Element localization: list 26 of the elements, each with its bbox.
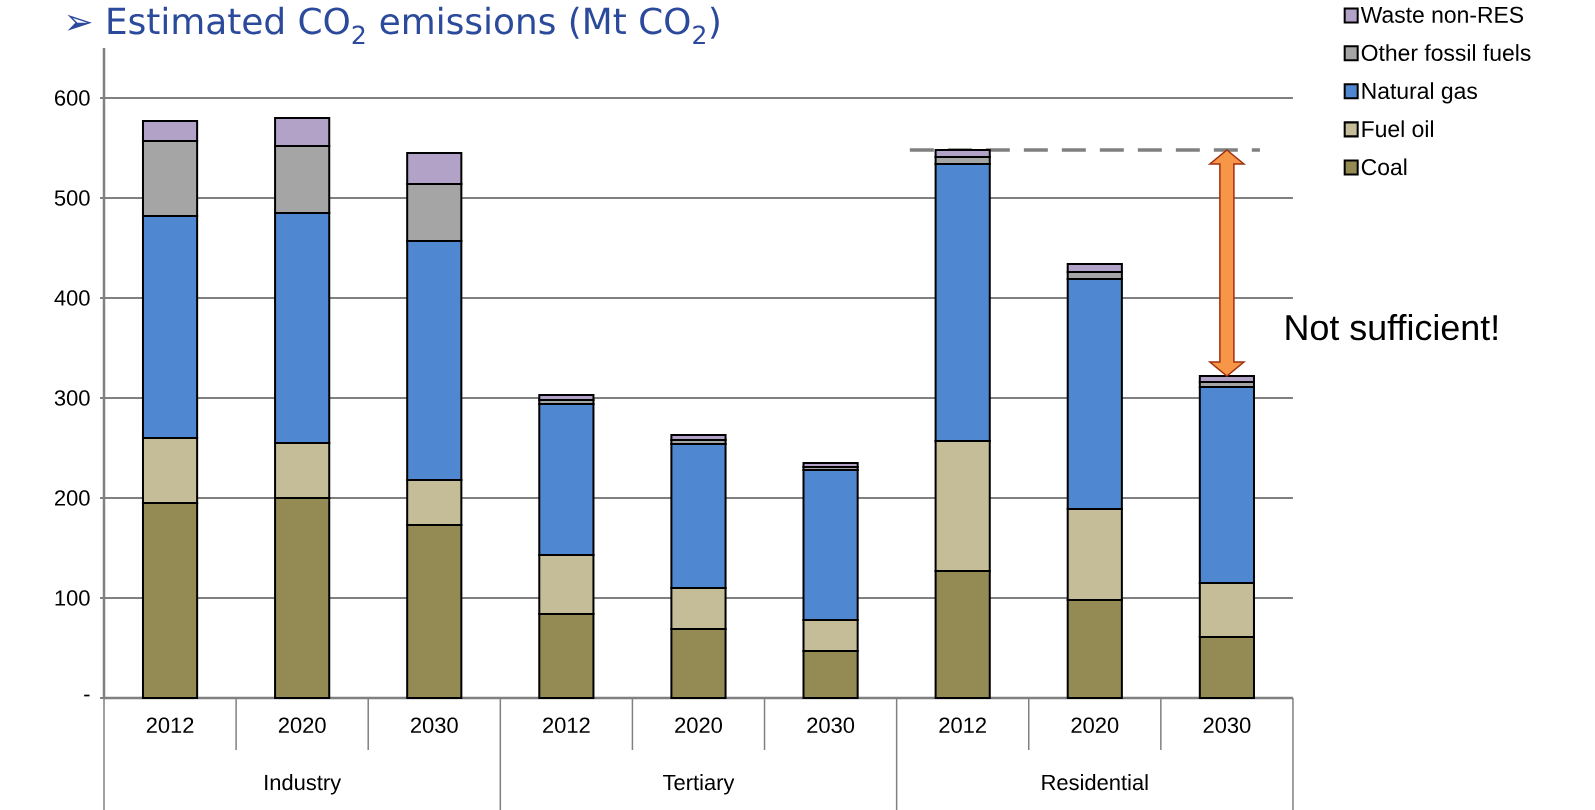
y-tick-label: - [84,694,90,697]
x-tick-label: 2020 [1071,717,1119,734]
x-tick-label: 2030 [807,717,855,734]
y-tick-label: 300 [54,390,90,406]
y-tick-label: 500 [54,190,90,206]
y-tick-label: 100 [55,590,90,606]
text: Residential [1042,774,1148,791]
legend-label: Coal [1361,158,1407,176]
legend-label: Waste non-RES [1360,6,1524,23]
y-tick-label: 200 [55,490,90,506]
x-tick-label: 2012 [146,717,194,734]
x-tick-label: 2030 [1203,717,1251,734]
legend-label: Natural gas [1362,82,1477,104]
x-tick-label: 2020 [278,717,326,734]
x-tick-label: 2012 [939,717,986,734]
x-tick-label: 2030 [410,717,458,734]
text: Tertiary [663,774,735,795]
y-tick-label: 400 [54,290,90,306]
legend-label: Other fossil fuels [1361,44,1531,61]
annotation: Not sufficient! [1286,314,1497,341]
y-tick-label: 600 [55,90,90,106]
x-tick-label: 2020 [675,717,722,734]
x-tick-label: 2012 [543,717,590,734]
text: Industry [265,774,342,795]
legend-label: Fuel oil [1362,120,1433,138]
chart-title: ➢ Estimated CO$_{2}$ emissions (Mt CO$_{2}$) [67,6,719,45]
